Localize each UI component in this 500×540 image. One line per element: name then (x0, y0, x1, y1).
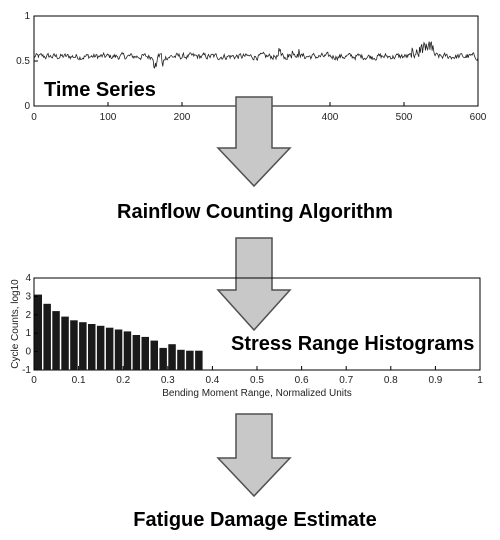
flow-arrow-2 (216, 237, 292, 332)
flow-arrow-3 (216, 413, 292, 498)
y-tick-label: 0 (24, 101, 30, 112)
x-tick-label: 0 (31, 112, 37, 123)
histogram-x-axis-label: Bending Moment Range, Normalized Units (162, 388, 352, 399)
histogram-bar (114, 329, 123, 370)
x-tick-label: 600 (470, 112, 487, 123)
x-tick-label: 0.2 (116, 375, 130, 386)
time-series-axes-box (33, 15, 479, 107)
histogram-bar (43, 303, 51, 370)
rainflow-label: Rainflow Counting Algorithm (117, 201, 393, 223)
time-series-plot: 010020030040050060000.51 Time Series (16, 11, 487, 123)
x-tick-label: 500 (396, 112, 413, 123)
x-tick-label: 200 (174, 112, 191, 123)
x-tick-label: 0 (31, 375, 37, 386)
x-tick-label: 0.4 (205, 375, 219, 386)
histogram-bar (61, 316, 69, 370)
histogram-bar (168, 344, 176, 370)
histogram-bar (52, 311, 60, 370)
histogram-bar (159, 347, 167, 370)
histogram-bar (96, 325, 105, 370)
x-tick-label: 0.1 (72, 375, 86, 386)
x-tick-label: 0.9 (428, 375, 442, 386)
histogram-bar (150, 340, 158, 370)
y-tick-label: -1 (22, 365, 31, 376)
histogram-bar (70, 320, 78, 370)
x-tick-label: 0.3 (161, 375, 175, 386)
x-tick-label: 0.6 (295, 375, 309, 386)
x-tick-label: 0.5 (250, 375, 264, 386)
down-arrow-icon (216, 96, 292, 188)
histogram-bar (141, 336, 149, 370)
y-tick-label: 0 (25, 347, 31, 358)
x-tick-label: 0.8 (384, 375, 398, 386)
y-tick-label: 1 (25, 328, 31, 339)
histogram-bar (79, 322, 87, 370)
histogram-bar (132, 335, 141, 370)
histogram-stage-label: Stress Range Histograms (231, 333, 474, 355)
y-tick-label: 3 (25, 291, 31, 302)
histogram-bar (177, 349, 185, 370)
histogram-bar (195, 350, 203, 370)
flow-arrow-1 (216, 96, 292, 188)
y-tick-label: 1 (24, 11, 30, 22)
histogram-bar (34, 294, 42, 370)
histogram-bar (123, 331, 132, 370)
x-tick-label: 100 (100, 112, 117, 123)
down-arrow-icon (216, 237, 292, 332)
time-series-trace (33, 41, 479, 69)
x-tick-label: 400 (322, 112, 339, 123)
fatigue-label: Fatigue Damage Estimate (133, 509, 376, 531)
x-tick-label: 1 (477, 375, 483, 386)
histogram-bar (105, 327, 114, 370)
histogram-bar (186, 350, 194, 370)
x-tick-label: 0.7 (339, 375, 353, 386)
y-tick-label: 4 (25, 273, 31, 284)
histogram-bars (34, 294, 203, 370)
down-arrow-icon (216, 413, 292, 498)
histogram-y-axis-label: Cycle Counts, log10 (10, 279, 21, 369)
time-series-label: Time Series (44, 79, 156, 101)
histogram-bar (88, 324, 96, 370)
y-tick-label: 0.5 (16, 56, 30, 67)
y-tick-label: 2 (25, 310, 31, 321)
